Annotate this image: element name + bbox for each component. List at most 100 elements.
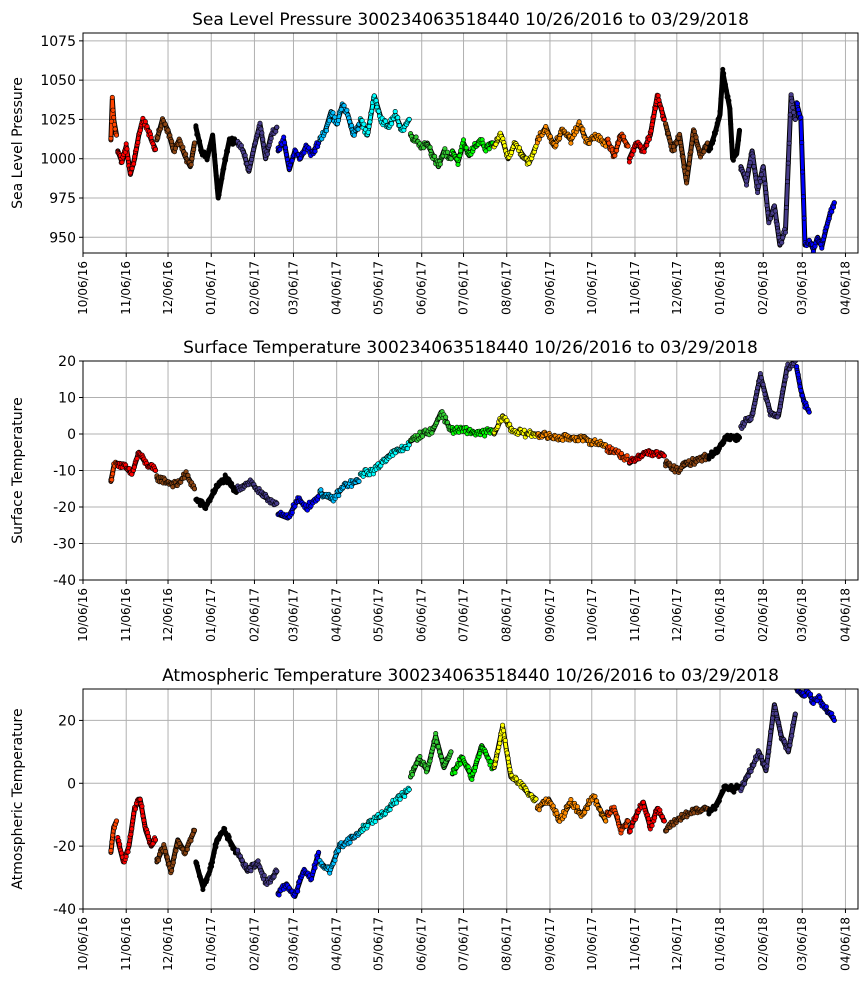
data-point	[205, 152, 211, 158]
data-point	[156, 857, 162, 863]
x-tick-label: 01/06/18	[713, 261, 727, 315]
x-tick-label: 05/06/17	[372, 917, 386, 971]
data-point	[444, 149, 450, 155]
data-point	[829, 209, 835, 215]
data-point	[123, 141, 129, 147]
data-point	[276, 892, 282, 898]
x-tick-label: 02/06/18	[756, 588, 770, 642]
data-point	[306, 145, 312, 151]
data-point	[495, 748, 501, 754]
data-point	[766, 749, 772, 755]
data-point	[264, 151, 270, 157]
data-point	[197, 138, 203, 144]
data-point	[777, 731, 783, 737]
data-point	[448, 156, 454, 162]
data-point	[775, 414, 781, 420]
data-point	[665, 130, 671, 136]
data-point	[283, 145, 289, 151]
data-point	[326, 118, 332, 124]
data-point	[108, 847, 114, 853]
data-point	[500, 136, 506, 142]
x-tick-label: 11/06/16	[119, 261, 133, 315]
data-point	[192, 486, 198, 492]
chart-title: Surface Temperature 300234063518440 10/2…	[183, 338, 758, 358]
y-tick-label: -10	[53, 464, 76, 480]
data-point	[109, 839, 115, 845]
x-tick-label: 04/06/17	[330, 917, 344, 971]
data-point	[434, 739, 440, 745]
data-point	[332, 114, 338, 120]
data-point	[641, 149, 647, 155]
data-point	[543, 124, 549, 130]
data-point	[742, 781, 748, 787]
data-point	[744, 171, 750, 177]
data-point	[458, 148, 464, 154]
y-axis-label: Atmospheric Temperature	[10, 708, 26, 889]
data-point	[123, 854, 129, 860]
data-point	[756, 183, 762, 189]
chart-panel-2: 10/06/16 11/06/16 12/06/16 01/06/17 02/06/17…	[10, 338, 859, 642]
data-point	[274, 500, 280, 506]
data-point	[751, 164, 757, 170]
data-point	[238, 143, 244, 149]
data-point	[125, 156, 131, 162]
data-point	[460, 137, 466, 143]
data-point	[406, 787, 412, 793]
data-point	[417, 753, 423, 759]
data-point	[420, 433, 426, 439]
data-point	[239, 857, 245, 863]
data-point	[765, 401, 771, 407]
data-point	[659, 106, 665, 112]
data-point	[134, 456, 140, 462]
data-point	[606, 140, 612, 146]
data-point	[686, 161, 692, 167]
data-point	[153, 837, 159, 843]
data-point	[367, 119, 373, 125]
data-point	[271, 874, 277, 880]
data-point	[221, 166, 227, 172]
data-point	[725, 94, 731, 100]
data-point	[114, 132, 120, 138]
data-point	[781, 382, 787, 388]
data-point	[131, 464, 137, 470]
data-point	[757, 371, 763, 377]
data-point	[210, 859, 216, 865]
data-point	[761, 176, 767, 182]
data-point	[492, 761, 498, 767]
data-point	[129, 471, 135, 477]
data-point	[748, 416, 754, 422]
data-point	[204, 876, 210, 882]
data-point	[188, 838, 194, 844]
x-tick-label: 09/06/17	[543, 261, 557, 315]
data-point	[648, 128, 654, 134]
data-point	[798, 388, 804, 394]
x-tick-label: 09/06/17	[543, 588, 557, 642]
y-tick-label: -20	[53, 500, 76, 516]
data-point	[273, 129, 279, 135]
data-point	[132, 154, 138, 160]
data-point	[661, 818, 667, 824]
data-point	[119, 159, 125, 165]
data-point	[318, 487, 324, 493]
data-point	[789, 733, 795, 739]
data-point	[129, 826, 135, 832]
data-point	[189, 156, 195, 162]
x-tick-label: 08/06/17	[500, 588, 514, 642]
data-point	[761, 387, 767, 393]
data-point	[192, 140, 198, 146]
x-tick-label: 11/06/17	[628, 261, 642, 315]
data-point	[155, 135, 161, 141]
data-point	[677, 140, 683, 146]
y-tick-label: 950	[49, 230, 76, 246]
data-point	[448, 749, 454, 755]
data-point	[372, 819, 378, 825]
data-point	[500, 722, 506, 728]
data-point	[760, 164, 766, 170]
data-point	[142, 119, 148, 125]
data-point	[196, 868, 202, 874]
x-tick-label: 12/06/16	[161, 261, 175, 315]
data-point	[140, 813, 146, 819]
data-point	[141, 817, 147, 823]
data-point	[792, 361, 798, 364]
data-point	[355, 126, 361, 132]
